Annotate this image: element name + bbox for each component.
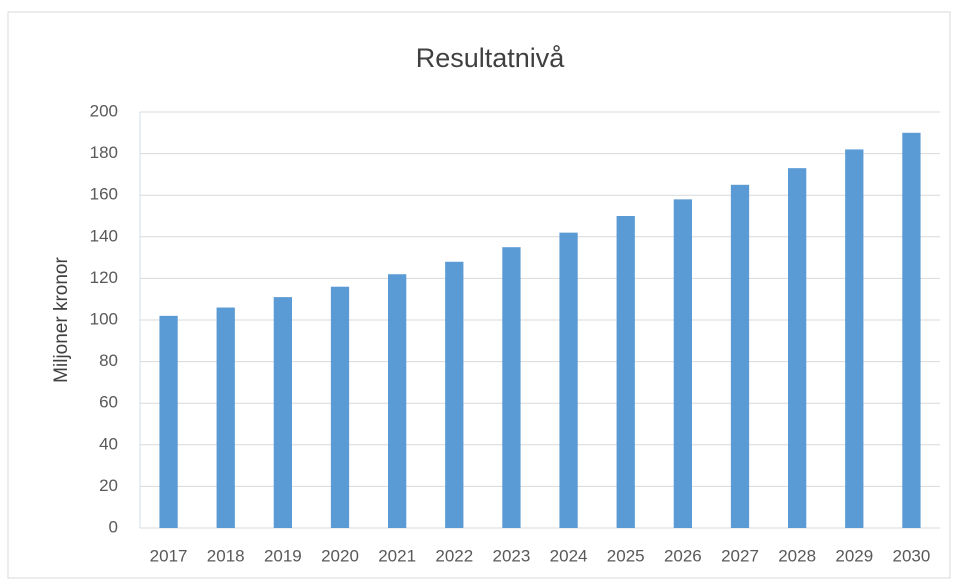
bar — [730, 184, 750, 529]
x-tick-label: 2029 — [835, 546, 873, 565]
bar — [616, 216, 635, 528]
y-tick-label: 160 — [90, 185, 118, 204]
y-tick-label: 200 — [90, 101, 118, 120]
y-tick-label: 80 — [99, 351, 118, 370]
x-tick-label: 2024 — [550, 546, 588, 565]
bar — [788, 168, 807, 528]
x-tick-label: 2023 — [493, 546, 531, 565]
x-tick-label: 2030 — [893, 546, 931, 565]
y-tick-label: 100 — [90, 309, 118, 328]
y-tick-label: 20 — [99, 476, 118, 495]
y-tick-label: 120 — [90, 268, 118, 287]
x-tick-label: 2018 — [207, 546, 245, 565]
x-tick-label: 2020 — [321, 546, 359, 565]
bar — [273, 297, 292, 528]
x-tick-label: 2028 — [778, 546, 816, 565]
bar — [559, 232, 578, 528]
x-tick-label: 2019 — [264, 546, 302, 565]
x-tick-label: 2026 — [664, 546, 702, 565]
x-tick-label: 2017 — [150, 546, 188, 565]
bar — [502, 247, 521, 528]
bar — [902, 132, 921, 529]
y-tick-label: 180 — [90, 143, 118, 162]
y-tick-label: 0 — [109, 517, 118, 536]
y-tick-label: 60 — [99, 393, 118, 412]
y-axis-label: Miljoner kronor — [51, 257, 72, 383]
x-tick-label: 2025 — [607, 546, 645, 565]
bar — [330, 286, 350, 528]
chart-border — [7, 11, 951, 579]
bar — [445, 261, 464, 528]
x-tick-label: 2021 — [378, 546, 416, 565]
bar — [845, 149, 864, 528]
x-tick-label: 2027 — [721, 546, 759, 565]
bar — [216, 307, 235, 528]
y-tick-label: 140 — [90, 226, 118, 245]
y-tick-label: 40 — [99, 434, 118, 453]
x-tick-label: 2022 — [435, 546, 473, 565]
bar — [388, 274, 407, 528]
bar — [159, 315, 178, 528]
chart-title: Resultatnivå — [416, 43, 566, 73]
bar — [673, 199, 692, 529]
